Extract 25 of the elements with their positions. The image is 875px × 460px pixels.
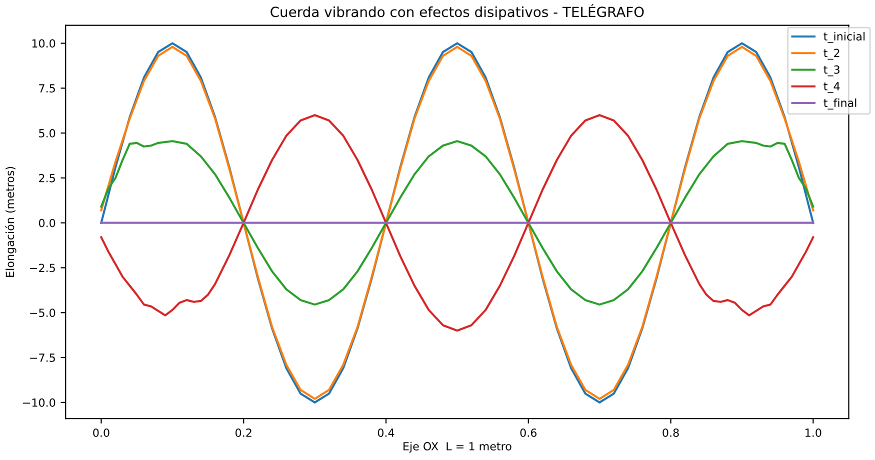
y-tick-label: 7.5 bbox=[39, 84, 55, 93]
legend-label: t_inicial bbox=[824, 32, 865, 44]
legend-label: t_4 bbox=[824, 82, 840, 93]
y-tick-label: 2.5 bbox=[39, 174, 55, 182]
y-tick-label: −2.5 bbox=[30, 264, 55, 272]
y-tick-label: 5.0 bbox=[39, 129, 56, 138]
x-axis-title: Eje OX L = 1 metro bbox=[404, 442, 512, 453]
x-tick-label: 0.8 bbox=[662, 428, 679, 437]
y-tick-label: −5.0 bbox=[30, 308, 56, 318]
x-tick-label: 0.2 bbox=[236, 428, 252, 437]
y-axis-title: Elongación (metros) bbox=[5, 166, 16, 277]
chart-title: Cuerda vibrando con efectos disipativos - TELÉGRAFO bbox=[270, 4, 644, 20]
y-tick-label: −10.0 bbox=[23, 398, 56, 407]
legend-label: t_final bbox=[824, 98, 856, 110]
y-tick-label: 0.0 bbox=[38, 218, 56, 228]
legend-label: t_3 bbox=[824, 65, 840, 76]
x-tick-label: 0.4 bbox=[378, 428, 394, 437]
x-tick-label: 1.0 bbox=[806, 428, 822, 437]
legend-label: t_2 bbox=[824, 48, 840, 60]
x-tick-label: 0.6 bbox=[520, 428, 537, 437]
line-series bbox=[100, 140, 814, 306]
line-series bbox=[100, 114, 814, 332]
y-tick-label: −7.5 bbox=[30, 354, 55, 362]
y-tick-label: 10.0 bbox=[32, 39, 56, 48]
x-tick-label: 0.0 bbox=[93, 428, 110, 437]
